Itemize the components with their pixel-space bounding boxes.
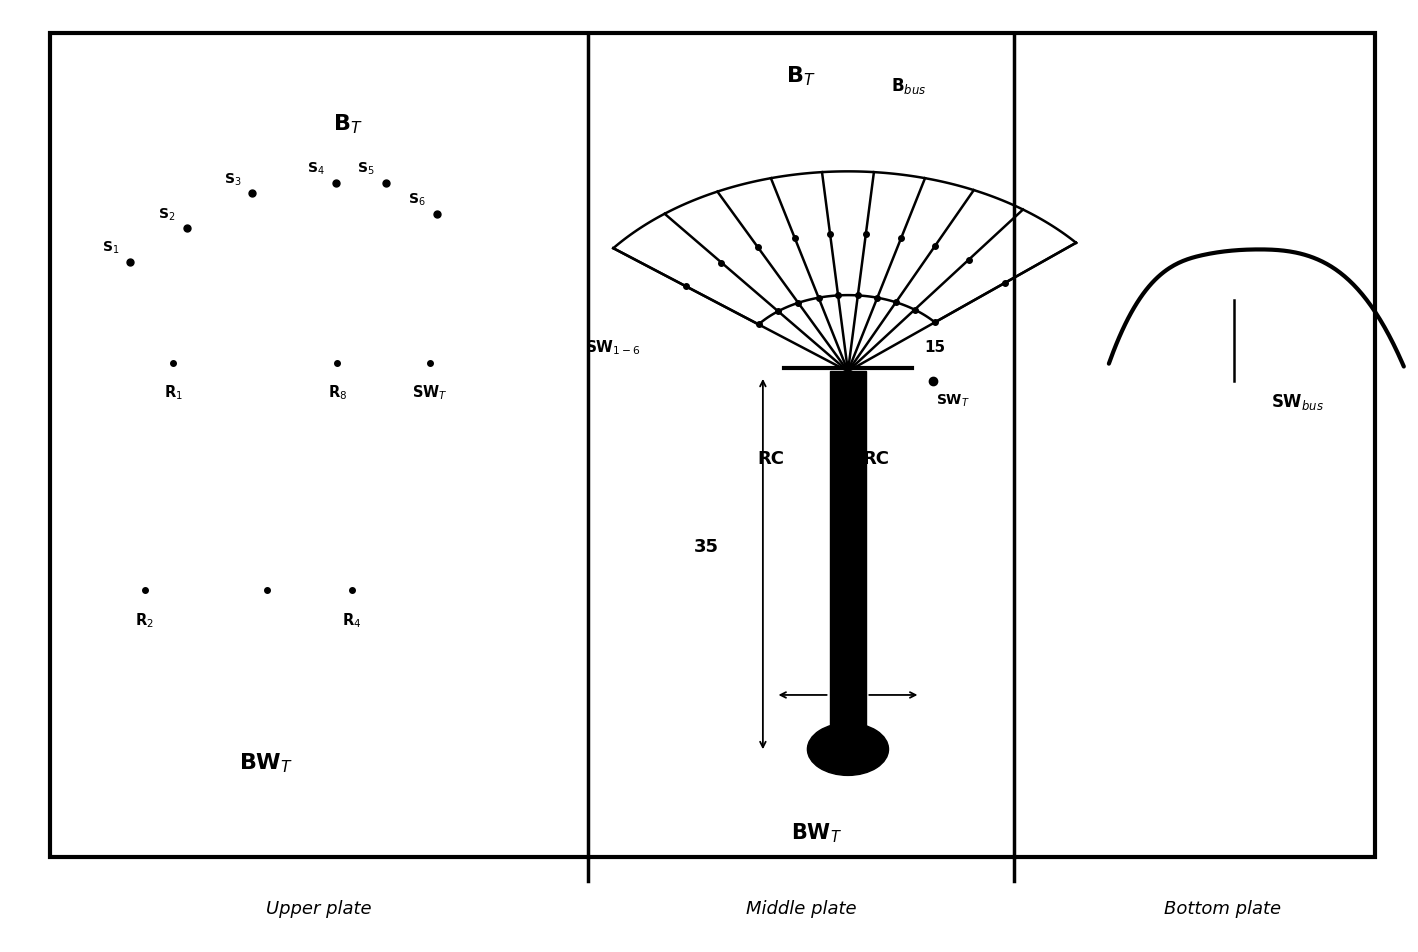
Text: B$_{bus}$: B$_{bus}$ [891,75,926,96]
Text: S$_5$: S$_5$ [357,161,374,177]
Text: BW$_T$: BW$_T$ [240,752,294,775]
Text: Upper plate: Upper plate [267,901,372,918]
Text: R$_4$: R$_4$ [342,611,362,630]
Text: SW$_{1-6}$: SW$_{1-6}$ [586,338,641,357]
Text: 35: 35 [693,539,719,556]
Text: B$_T$: B$_T$ [333,112,362,135]
Text: SW$_T$: SW$_T$ [936,392,970,408]
Ellipse shape [807,724,889,775]
Text: S$_6$: S$_6$ [408,192,425,208]
Text: R$_2$: R$_2$ [135,611,155,630]
Text: SW$_{bus}$: SW$_{bus}$ [1271,391,1323,412]
Text: S$_2$: S$_2$ [159,207,176,223]
Text: SW$_T$: SW$_T$ [411,384,448,403]
Text: S$_3$: S$_3$ [224,171,241,188]
Text: RC: RC [757,450,784,467]
Text: 15: 15 [925,340,946,355]
Text: B$_T$: B$_T$ [787,65,815,88]
Text: RC: RC [862,450,889,467]
Text: R$_1$: R$_1$ [163,384,183,403]
Text: BW$_T$: BW$_T$ [791,822,842,844]
Text: S$_1$: S$_1$ [102,240,119,256]
Text: Bottom plate: Bottom plate [1164,901,1280,918]
Text: R$_8$: R$_8$ [328,384,347,403]
Text: S$_4$: S$_4$ [308,161,325,177]
Bar [50,33,1375,857]
Bar [830,371,866,766]
Text: Middle plate: Middle plate [746,901,856,918]
